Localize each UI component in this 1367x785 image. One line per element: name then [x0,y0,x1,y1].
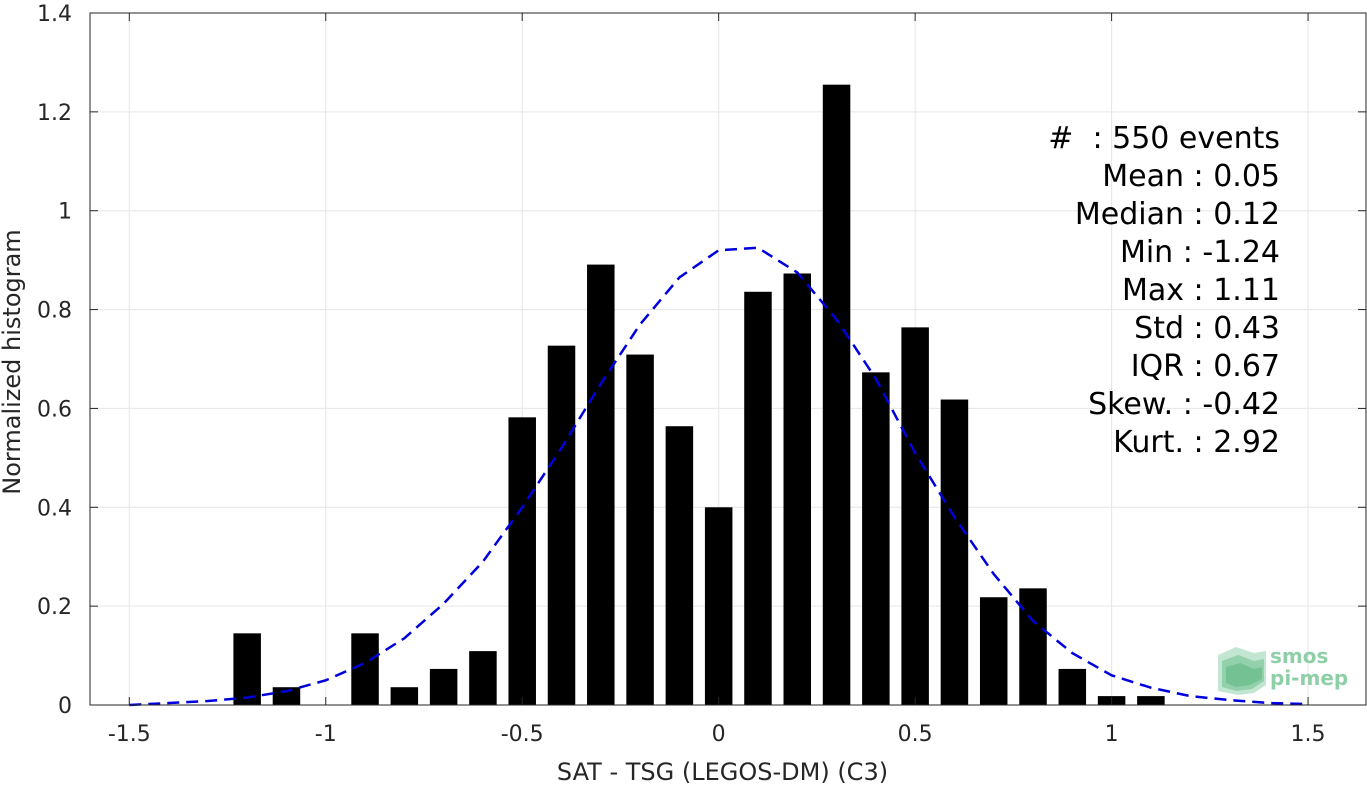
fit-curve [129,246,1309,707]
stat-row: Kurt. : 2.92 [960,424,1280,462]
x-tick-label: 0 [712,722,726,747]
stat-row: Median : 0.12 [960,196,1280,234]
stat-row: Std : 0.43 [960,310,1280,348]
histogram-bar [351,633,379,705]
histogram-bar [862,372,890,705]
stat-value: : 0.05 [1193,159,1280,194]
stat-value: : 0.67 [1193,349,1280,384]
y-tick-label: 0.8 [37,299,72,324]
stat-value: : -1.24 [1182,235,1280,270]
histogram-bars [233,84,1165,705]
stat-value: : 0.12 [1193,197,1280,232]
histogram-bar [390,687,419,705]
stat-label: Std [1134,311,1194,346]
histogram-bar [979,597,1008,705]
histogram-bar [783,273,812,705]
smos-pimep-logo: smos pi-mep [1214,645,1354,697]
fit-curve-line [129,246,1309,707]
stat-value: : 550 events [1092,121,1280,156]
histogram-bar [272,687,301,705]
histogram-bar [940,399,969,705]
histogram-bar [508,417,536,705]
stat-label: Max [1121,273,1194,308]
histogram-bar [626,354,654,705]
x-tick-label: -1 [315,722,337,747]
stat-label: # [1048,121,1093,156]
y-tick-label: 0.4 [37,496,72,521]
stat-row: IQR : 0.67 [960,348,1280,386]
stat-label: IQR [1130,349,1194,384]
stat-row: Min : -1.24 [960,234,1280,272]
histogram-bar [429,668,458,705]
stat-row: Skew. : -0.42 [960,386,1280,424]
histogram-bar [469,651,497,705]
histogram-bar [1137,696,1165,705]
histogram-bar [233,633,261,705]
x-tick-label: -1.5 [108,722,151,747]
stat-label: Kurt. [1113,425,1194,460]
histogram-bar [665,426,694,705]
y-tick-label: 1.2 [37,101,72,126]
histogram-bar [1058,668,1087,705]
histogram-bar [822,84,851,705]
histogram-bar [744,291,772,705]
y-tick-label: 0.2 [37,595,72,620]
grid-lines [90,12,1367,706]
histogram-bar [587,264,615,705]
x-tick-label: 1 [1105,722,1119,747]
axes-box [89,12,1367,706]
y-tick-label: 0.6 [37,397,72,422]
x-tick-label: 1.5 [1291,722,1326,747]
y-tick-label: 1.4 [37,2,72,27]
histogram-bar [547,345,576,705]
histogram-bar [901,327,929,705]
stat-row: Max : 1.11 [960,272,1280,310]
stat-value: : 1.11 [1193,273,1280,308]
histogram-bar [704,507,733,705]
y-axis-label: Normalized histogram [0,229,26,494]
stat-label: Skew. [1088,387,1183,422]
logo-line-1: smos [1270,644,1329,668]
stat-label: Mean [1102,159,1194,194]
x-tick-label: 0.5 [898,722,933,747]
logo-mark-icon [1218,647,1266,695]
stat-value: : 2.92 [1193,425,1280,460]
y-axis-ticks: 0 0.2 0.4 0.6 0.8 1 1.2 1.4 [37,2,1366,719]
stat-value: : 0.43 [1193,311,1280,346]
x-axis-ticks: -1.5 -1 -0.5 0 0.5 1 1.5 [108,13,1326,747]
y-tick-label: 1 [58,200,72,225]
x-axis-label: SAT - TSG (LEGOS-DM) (C3) [557,758,888,785]
x-tick-label: -0.5 [501,722,544,747]
stat-label: Median [1074,197,1194,232]
stat-label: Min [1119,235,1183,270]
logo-line-2: pi-mep [1270,666,1349,690]
stat-row: # : 550 events [960,120,1280,158]
histogram-bar [1019,588,1047,705]
statistics-box: # : 550 events Mean : 0.05 Median : 0.12 Mi… [960,120,1280,462]
stat-row: Mean : 0.05 [960,158,1280,196]
y-tick-label: 0 [58,694,72,719]
stat-value: : -0.42 [1182,387,1280,422]
